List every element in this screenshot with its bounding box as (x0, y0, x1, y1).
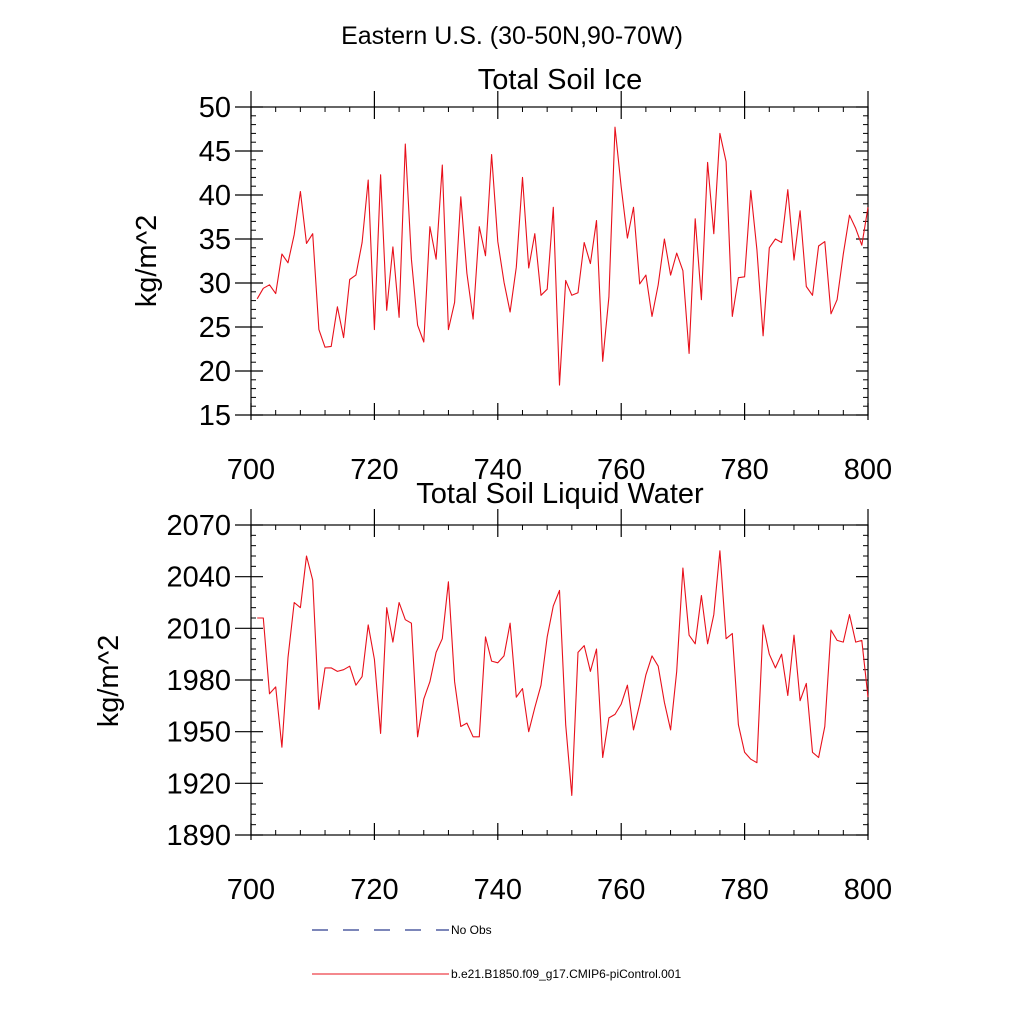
panel-soil-liquid-water-title: Total Soil Liquid Water (416, 478, 704, 510)
series-line (257, 550, 869, 796)
legend-entry-model-run: b.e21.B1850.f09_g17.CMIP6-piControl.001 (312, 967, 681, 981)
x-tick-label: 780 (720, 454, 768, 486)
x-tick-label: 740 (474, 454, 522, 486)
panel-soil-ice-axes: 700 720 740 760 780 800 15 20 25 30 35 40 45 50 (199, 91, 892, 486)
legend-label-no-obs: No Obs (451, 923, 492, 937)
plot-frame (250, 106, 869, 416)
x-tick-label: 700 (227, 454, 275, 486)
panel-soil-ice-ylabel: kg/m^2 (131, 215, 163, 308)
panel-soil-ice: Total Soil Ice kg/m^2 700 720 740 760 780 800… (131, 64, 892, 486)
x-tick-label: 760 (597, 874, 645, 906)
y-tick-label: 20 (199, 356, 231, 388)
legend-label-model-run: b.e21.B1850.f09_g17.CMIP6-piControl.001 (451, 967, 681, 981)
series-line (256, 126, 869, 386)
y-tick-label: 1920 (166, 768, 231, 800)
y-tick-label: 1950 (166, 717, 231, 749)
plot-frame (250, 524, 869, 836)
y-tick-label: 45 (199, 136, 231, 168)
x-tick-label: 800 (844, 874, 892, 906)
y-tick-label: 2010 (166, 613, 231, 645)
y-tick-label: 1890 (166, 820, 231, 852)
x-tick-label: 760 (597, 454, 645, 486)
x-tick-label: 740 (474, 874, 522, 906)
legend-entry-no-obs: No Obs (312, 923, 492, 937)
panel-soil-liquid-water-ylabel: kg/m^2 (93, 635, 125, 728)
panel-soil-ice-title: Total Soil Ice (478, 64, 642, 96)
y-tick-label: 40 (199, 180, 231, 212)
y-tick-label: 25 (199, 312, 231, 344)
x-tick-label: 780 (720, 874, 768, 906)
panel-soil-liquid-water-axes: 700 720 740 760 780 800 1890 1920 1950 1980 2010 20… (166, 509, 892, 906)
y-tick-label: 35 (199, 224, 231, 256)
x-tick-label: 800 (844, 454, 892, 486)
y-tick-label: 50 (199, 92, 231, 124)
legend: No Obs b.e21.B1850.f09_g17.CMIP6-piContr… (312, 923, 681, 981)
y-tick-label: 30 (199, 268, 231, 300)
x-tick-label: 720 (350, 874, 398, 906)
y-tick-label: 2040 (166, 562, 231, 594)
y-tick-label: 2070 (166, 510, 231, 542)
y-tick-label: 15 (199, 400, 231, 432)
figure-suptitle: Eastern U.S. (30-50N,90-70W) (341, 22, 683, 50)
panel-soil-liquid-water: Total Soil Liquid Water kg/m^2 700 720 740… (93, 478, 892, 906)
x-tick-label: 720 (350, 454, 398, 486)
y-tick-label: 1980 (166, 665, 231, 697)
x-tick-label: 700 (227, 874, 275, 906)
